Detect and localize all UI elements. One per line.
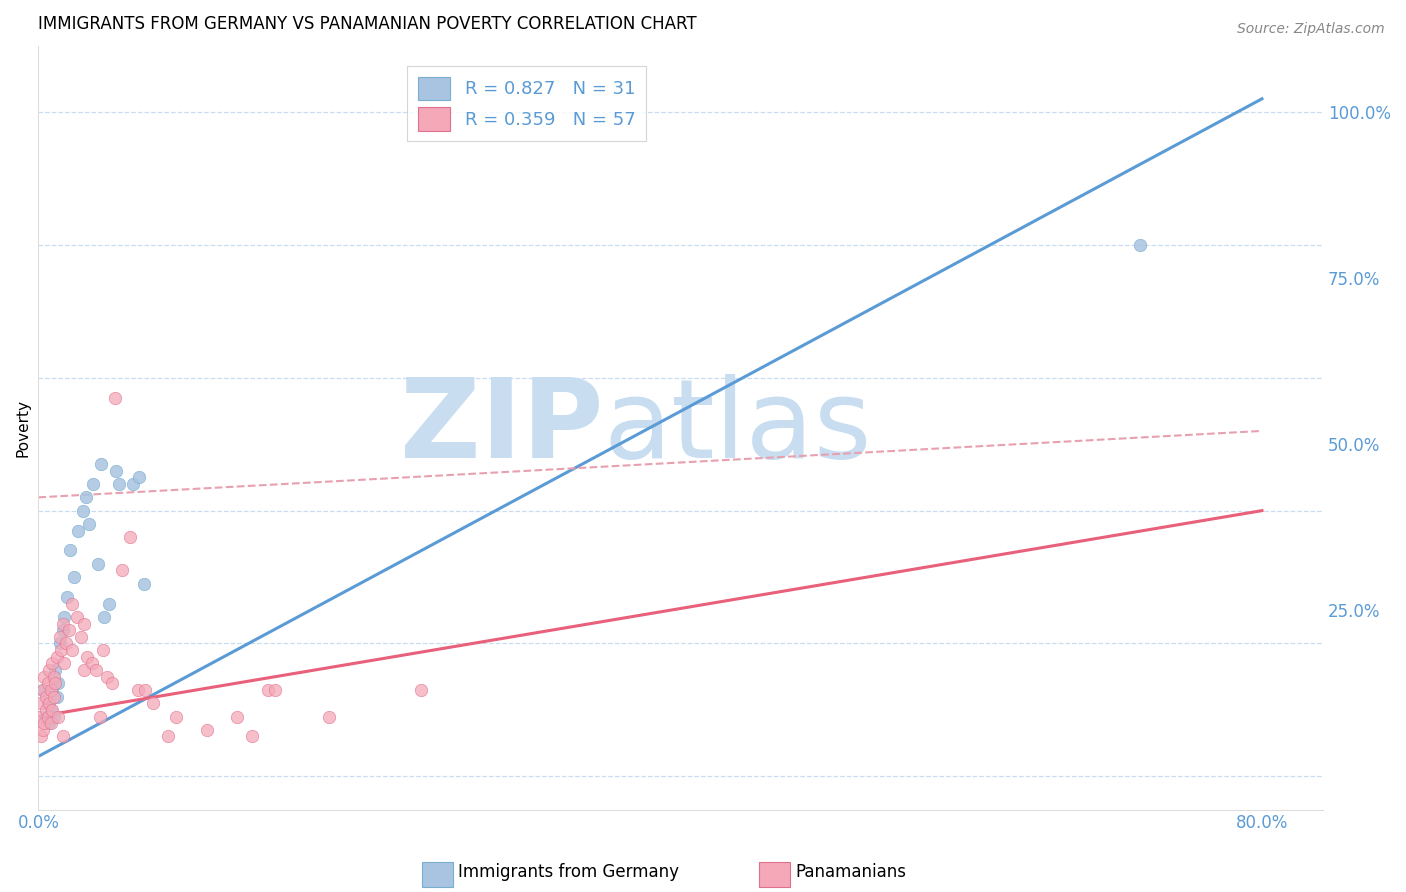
Point (32, 683, 55, 698)
Point (51, 643, 73, 657)
Point (52, 730, 75, 744)
Point (59, 543, 82, 558)
Point (409, 683, 432, 698)
Point (165, 709, 187, 723)
Point (48, 630, 70, 644)
Point (120, 530, 142, 544)
Point (42, 709, 65, 723)
Point (37, 696, 59, 710)
Point (87, 557, 110, 571)
Point (32, 723, 55, 737)
Point (142, 696, 165, 710)
Point (195, 723, 218, 737)
Point (256, 683, 278, 698)
Point (108, 477, 131, 491)
Point (32, 683, 55, 698)
Point (30, 696, 52, 710)
Point (62, 570, 84, 584)
Point (39, 683, 62, 698)
Point (28, 709, 51, 723)
Point (97, 597, 120, 611)
Point (77, 516, 100, 531)
Point (72, 503, 94, 517)
Point (52, 623, 75, 637)
Point (226, 709, 249, 723)
Point (60, 597, 83, 611)
Point (128, 470, 150, 484)
Point (111, 563, 134, 577)
Point (35, 709, 58, 723)
Point (157, 730, 180, 744)
Y-axis label: Poverty: Poverty (15, 399, 30, 457)
Point (48, 636, 70, 650)
Text: ZIP: ZIP (401, 374, 603, 481)
Point (37, 676, 59, 690)
Text: Immigrants from Germany: Immigrants from Germany (458, 863, 679, 881)
Point (42, 670, 65, 684)
Point (55, 636, 77, 650)
Point (44, 676, 66, 690)
Point (46, 676, 69, 690)
Point (45, 649, 67, 664)
Point (67, 524, 90, 538)
Point (91, 643, 114, 657)
Point (318, 709, 340, 723)
Point (56, 590, 79, 604)
Point (46, 709, 69, 723)
Point (96, 670, 118, 684)
Point (35, 690, 58, 704)
Point (30, 730, 52, 744)
Point (80, 657, 103, 671)
Point (127, 683, 149, 698)
Point (34, 716, 56, 731)
Point (34, 670, 56, 684)
Point (44, 663, 66, 677)
Point (134, 683, 156, 698)
Point (60, 643, 83, 657)
Point (42, 690, 65, 704)
Point (242, 730, 264, 744)
Point (264, 683, 287, 698)
Point (38, 696, 60, 710)
Legend: R = 0.827   N = 31, R = 0.359   N = 57: R = 0.827 N = 31, R = 0.359 N = 57 (406, 66, 647, 142)
Point (90, 457, 112, 471)
Point (39, 703, 62, 717)
Point (105, 464, 128, 478)
Point (73, 663, 96, 677)
Point (76, 649, 98, 664)
Point (37, 709, 59, 723)
Point (100, 676, 122, 690)
Point (41, 703, 63, 717)
Point (41, 683, 63, 698)
Point (104, 391, 127, 405)
Text: IMMIGRANTS FROM GERMANY VS PANAMANIAN POVERTY CORRELATION CHART: IMMIGRANTS FROM GERMANY VS PANAMANIAN PO… (38, 15, 697, 33)
Text: Panamanians: Panamanians (796, 863, 907, 881)
Text: atlas: atlas (603, 374, 872, 481)
Point (70, 630, 93, 644)
Point (132, 576, 155, 591)
Point (1129, 238, 1152, 252)
Point (86, 663, 108, 677)
Text: Source: ZipAtlas.com: Source: ZipAtlas.com (1237, 22, 1385, 37)
Point (52, 616, 75, 631)
Point (122, 477, 145, 491)
Point (58, 623, 80, 637)
Point (53, 657, 76, 671)
Point (38, 716, 60, 731)
Point (65, 610, 87, 624)
Point (75, 491, 97, 505)
Point (82, 477, 104, 491)
Point (41, 657, 63, 671)
Point (89, 709, 111, 723)
Point (38, 663, 60, 677)
Point (45, 690, 67, 704)
Point (35, 703, 58, 717)
Point (93, 610, 115, 624)
Point (73, 616, 96, 631)
Point (39, 716, 62, 731)
Point (53, 610, 76, 624)
